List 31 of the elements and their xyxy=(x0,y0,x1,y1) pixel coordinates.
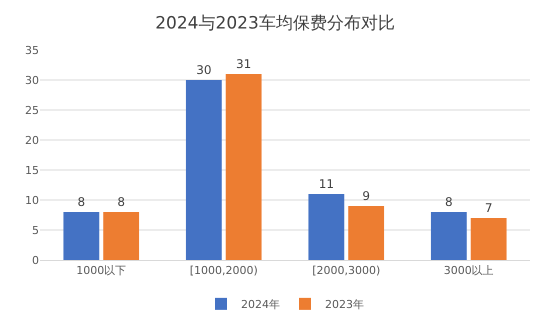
x-tick-label: [1000,2000) xyxy=(190,264,258,278)
y-tick-label: 20 xyxy=(25,134,39,147)
y-tick-label: 10 xyxy=(25,194,39,207)
y-tick-label: 15 xyxy=(25,164,39,177)
data-label: 8 xyxy=(78,195,86,209)
x-tick-label: 1000以下 xyxy=(76,264,126,278)
data-label: 8 xyxy=(117,195,125,209)
y-tick-label: 25 xyxy=(25,104,39,117)
data-label: 31 xyxy=(236,57,252,71)
x-tick-label: [2000,3000) xyxy=(312,264,380,278)
y-tick-label: 0 xyxy=(32,254,39,267)
bar xyxy=(348,206,384,260)
y-tick-label: 5 xyxy=(32,224,39,237)
y-tick-label: 30 xyxy=(25,74,39,87)
data-label: 9 xyxy=(362,189,370,203)
bar xyxy=(186,80,222,260)
bar xyxy=(63,212,100,260)
legend-label: 2024年 xyxy=(241,298,280,312)
data-label: 11 xyxy=(318,177,334,191)
data-label: 7 xyxy=(484,201,492,215)
bar xyxy=(430,212,467,260)
data-label: 8 xyxy=(445,195,453,209)
data-label: 30 xyxy=(196,63,212,77)
y-tick-label: 35 xyxy=(25,44,39,57)
bar xyxy=(470,218,507,260)
chart-title: 2024与2023车均保费分布对比 xyxy=(155,13,395,34)
legend-label: 2023年 xyxy=(325,298,364,312)
bar xyxy=(308,194,344,260)
x-tick-label: 3000以上 xyxy=(444,264,494,278)
bar xyxy=(226,74,262,260)
bar xyxy=(103,212,140,260)
